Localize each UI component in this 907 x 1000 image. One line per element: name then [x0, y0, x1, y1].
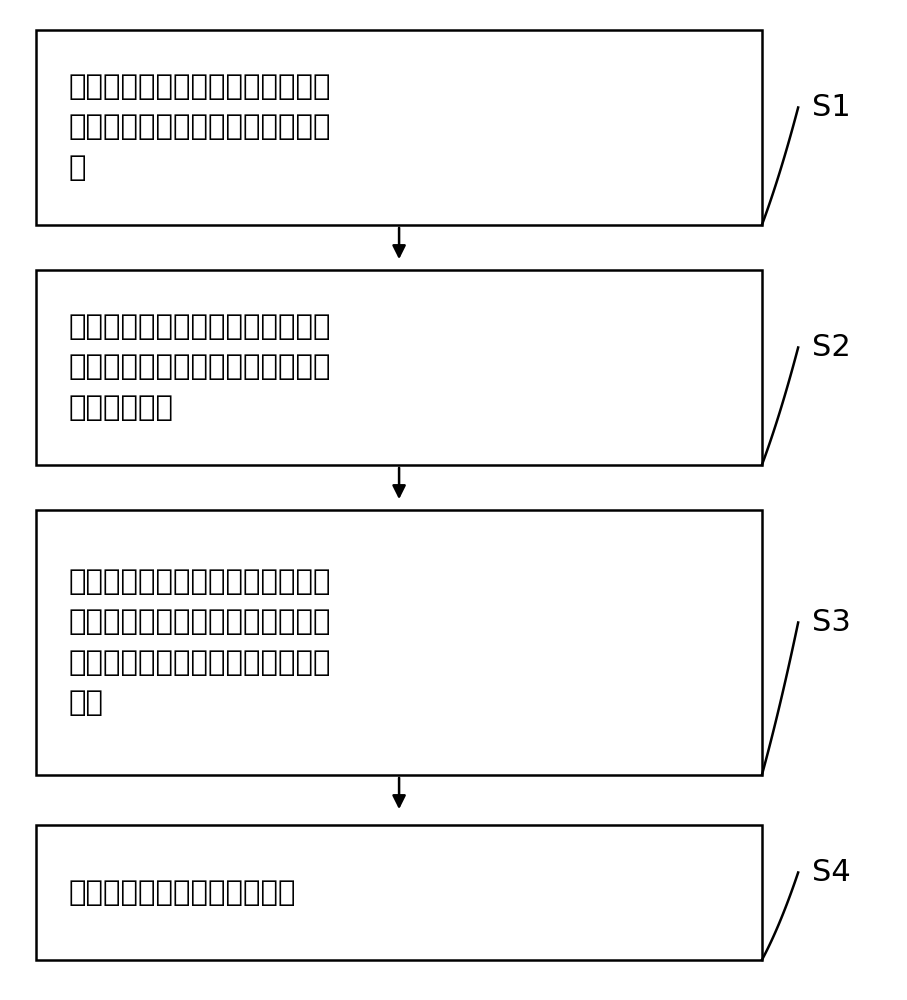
Text: S1: S1 — [812, 93, 851, 122]
Text: S3: S3 — [812, 608, 851, 637]
Text: 干燥所述深色流体形成深色层: 干燥所述深色流体形成深色层 — [68, 878, 296, 906]
Text: 提供表面间隔设置有多个发光芯片
的基板，发光芯片之间形成多个缝
隙: 提供表面间隔设置有多个发光芯片 的基板，发光芯片之间形成多个缝 隙 — [68, 73, 330, 182]
Text: S2: S2 — [812, 333, 851, 362]
Text: 以基板中心为轴心并以预定速度转
动附着有深色流体液滴的基板，以
使所述深色流体分布于发光芯片缝
隙中: 以基板中心为轴心并以预定速度转 动附着有深色流体液滴的基板，以 使所述深色流体分… — [68, 568, 330, 717]
Bar — [36, 30, 762, 225]
Text: 在缝隙中形成具有一定粘度的深色
流体材料液滴，其中液滴高度低于
发光芯片高度: 在缝隙中形成具有一定粘度的深色 流体材料液滴，其中液滴高度低于 发光芯片高度 — [68, 313, 330, 422]
Bar — [36, 270, 762, 465]
Text: S4: S4 — [812, 858, 851, 887]
Bar — [36, 510, 762, 775]
Bar — [36, 825, 762, 960]
